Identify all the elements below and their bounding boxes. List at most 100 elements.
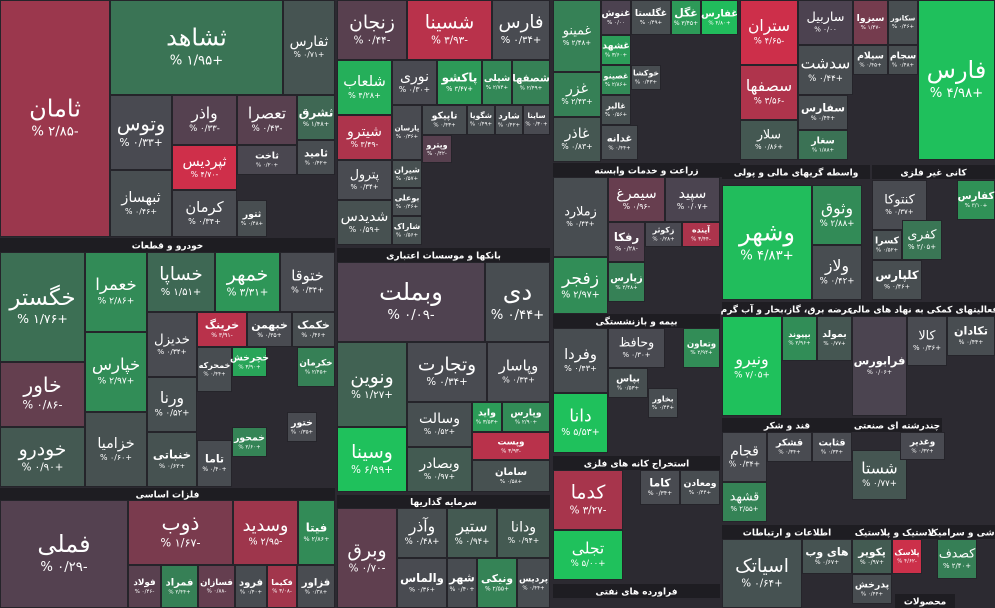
tile-change: % ۰/۴۲- xyxy=(427,151,447,157)
tile-name: غمینو xyxy=(562,24,592,39)
tile-change: % ۲/۹۶+ xyxy=(788,340,811,346)
tile-change: % ۰/۳۴+ xyxy=(351,183,379,191)
tile-name: سیزوا xyxy=(857,13,885,24)
tile xyxy=(472,402,502,432)
tile xyxy=(337,0,407,60)
tile-name: تاپیکو xyxy=(431,111,458,122)
tile xyxy=(337,200,392,245)
tile-name: کنتوکا xyxy=(884,193,915,208)
tile xyxy=(722,185,812,300)
tile-change: % ۲/۹۵- xyxy=(249,537,283,548)
tile-change: % ۲/۹۴+ xyxy=(690,350,713,356)
tile-name: فرابورس xyxy=(854,355,906,368)
sector-header xyxy=(852,525,937,539)
sector-name: فلزات اساسی xyxy=(136,491,200,501)
tile-name: ومعادن xyxy=(684,478,717,489)
tile xyxy=(147,377,197,432)
tile xyxy=(232,347,267,377)
tile-name: شارد xyxy=(498,112,520,122)
tile-change: % ۰/۴۰+ xyxy=(202,466,226,473)
sector-name: بانکها و موسسات اعتباری xyxy=(386,252,501,262)
tile-change: % ۰/۴۶+ xyxy=(396,204,419,210)
tile xyxy=(237,95,297,145)
sector-name: زراعت و خدمات وابسته xyxy=(594,167,698,177)
tile-name: شگویا xyxy=(470,111,492,120)
tile-name: خنباتی xyxy=(153,448,191,462)
tile-name: سیلام xyxy=(857,51,884,62)
tile-name: وثوق xyxy=(821,199,853,218)
tile-change: % ۰/۴۴- xyxy=(354,34,391,46)
tile-change: % ۰/۷۷+ xyxy=(823,341,846,347)
tile xyxy=(482,60,512,105)
tile-change: % ۰/۴۲+ xyxy=(820,277,855,287)
tile-name: خمحرکه xyxy=(199,360,231,370)
tile xyxy=(392,216,422,245)
tile-name: خودرو xyxy=(18,439,67,460)
sector-header xyxy=(895,594,955,608)
tile-change: % ۳/۱۰+ xyxy=(965,203,988,209)
tile-name: وپاسار xyxy=(498,357,539,374)
tile-name: واذر xyxy=(190,104,217,123)
tile xyxy=(722,539,802,608)
tile-change: % ۰/۴۹+ xyxy=(640,20,663,26)
sector-header xyxy=(722,302,852,316)
sector-name: عرضه برق، گاز،بخار و آب گرم xyxy=(721,304,854,316)
tile xyxy=(467,105,495,135)
tile-change: % ۰/۳۶+ xyxy=(396,134,419,140)
tile xyxy=(900,432,945,460)
tile-change: % ۰/۹۴+ xyxy=(455,537,490,547)
tile xyxy=(853,0,888,45)
tile xyxy=(407,402,472,447)
tile-name: پترول xyxy=(350,167,380,183)
tile-name: ثپردیس xyxy=(182,154,226,170)
tile-name: ودانا xyxy=(511,520,536,536)
tile-change: % ۲/۸۶+ xyxy=(304,535,330,543)
tile-change: % ۰/۴۴+ xyxy=(652,405,675,411)
tile-name: پدرخش xyxy=(855,580,889,591)
tile-change: % ۲/۰۵+ xyxy=(908,243,936,251)
tile-name: فولاد xyxy=(133,578,156,588)
tile xyxy=(0,362,85,427)
tile-change: % ۰/۳۴+ xyxy=(426,377,467,388)
tile-change: % ۲/۶۰+ xyxy=(238,445,261,451)
tile xyxy=(608,177,665,222)
tile-change: % ۰/۰۰ xyxy=(814,26,837,34)
tile xyxy=(872,230,902,260)
tile-change: % ۱/۴۸+ xyxy=(303,120,329,128)
tile-change: % ۳/۲۷- xyxy=(570,504,607,516)
tile-change: % ۱/۹۵+ xyxy=(170,54,223,69)
tile-change: % ۲/۵۵+ xyxy=(731,505,759,513)
sector-header xyxy=(937,525,995,539)
tile xyxy=(337,342,407,427)
tile-name: ستیر xyxy=(455,517,487,536)
tile-change: % ۳/۴۹- xyxy=(351,140,379,149)
tile xyxy=(197,440,232,487)
tile-name: بپیوند xyxy=(788,329,810,339)
tile-name: بخاور xyxy=(651,395,673,404)
sector-name: فراورده های نفتی xyxy=(595,588,677,598)
tile-name: ثشاهد xyxy=(166,23,227,51)
tile-change: % ۰/۳۵+ xyxy=(291,430,314,436)
tile-change: % ۴/۶۵- xyxy=(754,37,784,47)
tile-name: غشهد xyxy=(602,41,630,52)
tile-name: وپارس xyxy=(510,408,541,419)
tile-name: تعصرا xyxy=(248,104,286,123)
tile-change: % ۰/۹۷+ xyxy=(860,560,884,566)
tile-change: % ۰/۴۰+ xyxy=(240,590,263,596)
tile xyxy=(407,342,487,402)
tile-name: فرود xyxy=(239,578,263,589)
tile-name: کلپارس xyxy=(875,268,918,283)
tile-name: ثامید xyxy=(304,149,328,160)
tile-change: % ۳/۴۵+ xyxy=(674,20,698,27)
tile xyxy=(110,95,172,170)
sector-name: فعالیتهای کمکی به نهاد های مالی xyxy=(849,306,995,316)
tile-name: پلاسک xyxy=(894,548,919,557)
sector-name: کاشی و سرامیک xyxy=(929,529,995,539)
tile xyxy=(198,565,235,608)
tile-name: خمهر xyxy=(226,264,269,285)
tile xyxy=(407,0,492,60)
tile-change: % ۲/۸۸+ xyxy=(820,219,855,229)
tile-name: پردیس xyxy=(519,575,548,585)
tile xyxy=(645,222,682,247)
